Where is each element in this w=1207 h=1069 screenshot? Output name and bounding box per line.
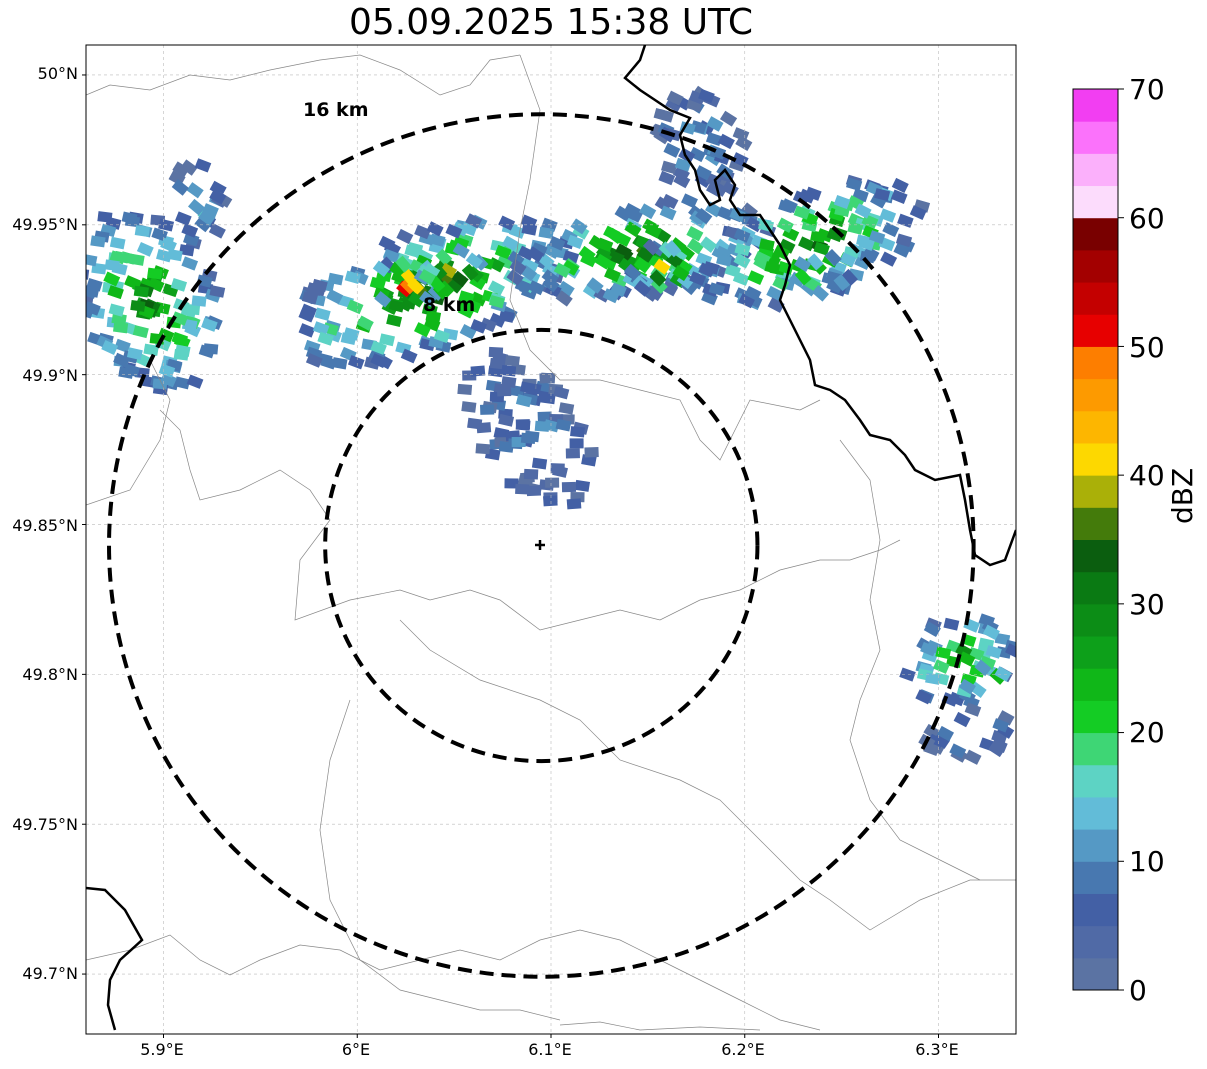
admin-border bbox=[86, 929, 821, 1031]
echo-cell bbox=[86, 211, 226, 396]
colorbar-segment bbox=[1073, 442, 1118, 476]
colorbar-segment bbox=[1073, 507, 1118, 540]
admin-border bbox=[559, 1021, 761, 1031]
range-ring-8km bbox=[323, 327, 760, 764]
colorbar-tick-label: 50 bbox=[1129, 331, 1165, 364]
echo-cell bbox=[168, 158, 233, 239]
colorbar-segment bbox=[1073, 89, 1118, 122]
border-lines bbox=[86, 45, 1016, 1031]
colorbar-tick-label: 70 bbox=[1129, 73, 1165, 106]
lat-label: 49.75°N bbox=[12, 815, 78, 834]
colorbar-segment bbox=[1073, 282, 1118, 315]
lon-label: 6.3°E bbox=[915, 1040, 959, 1059]
colorbar-tick-label: 40 bbox=[1129, 459, 1165, 492]
colorbar-tick-label: 10 bbox=[1129, 845, 1165, 878]
lon-label: 6.2°E bbox=[721, 1040, 765, 1059]
colorbar bbox=[1072, 88, 1124, 991]
lat-label: 49.7°N bbox=[22, 964, 78, 983]
colorbar-segment bbox=[1073, 925, 1118, 959]
radar-site-marker bbox=[535, 540, 545, 550]
range-label-8km: 8 km bbox=[423, 294, 476, 316]
colorbar-tick-label: 20 bbox=[1129, 716, 1165, 749]
colorbar-segment bbox=[1073, 796, 1118, 830]
colorbar-segment bbox=[1073, 217, 1118, 251]
national-border bbox=[86, 886, 144, 1031]
lat-label: 49.85°N bbox=[12, 516, 78, 535]
colorbar-segment bbox=[1073, 829, 1118, 862]
colorbar-segment bbox=[1073, 121, 1118, 154]
colorbar-segment bbox=[1073, 732, 1118, 766]
gridlines bbox=[86, 45, 1016, 1034]
colorbar-tick-label: 30 bbox=[1129, 588, 1165, 621]
echo-cell bbox=[958, 659, 1012, 698]
range-ring-16km bbox=[107, 112, 976, 979]
admin-border bbox=[159, 409, 901, 631]
echo-cell bbox=[457, 346, 599, 510]
map-title: 05.09.2025 15:38 UTC bbox=[348, 2, 754, 43]
national-border bbox=[623, 45, 1016, 567]
lat-tick-marks bbox=[82, 74, 86, 975]
colorbar-segment bbox=[1073, 764, 1118, 798]
colorbar-segment bbox=[1073, 185, 1118, 219]
lon-label: 5.9°E bbox=[140, 1040, 184, 1059]
colorbar-segment bbox=[1073, 603, 1118, 637]
colorbar-tick-label: 60 bbox=[1129, 202, 1165, 235]
admin-border bbox=[86, 54, 521, 96]
colorbar-tick-label: 0 bbox=[1129, 974, 1147, 1007]
admin-border bbox=[319, 699, 561, 1021]
lat-label: 49.95°N bbox=[12, 215, 78, 234]
colorbar-segment bbox=[1073, 249, 1118, 283]
reflectivity-echoes bbox=[86, 85, 1016, 765]
echo-cell bbox=[649, 85, 753, 198]
lon-tick-marks bbox=[163, 1034, 939, 1038]
lat-label: 50°N bbox=[37, 64, 78, 83]
colorbar-title: dBZ bbox=[1166, 467, 1199, 524]
colorbar-segment bbox=[1073, 861, 1118, 894]
colorbar-segment bbox=[1073, 346, 1118, 380]
lon-label: 6°E bbox=[341, 1040, 371, 1059]
range-rings bbox=[107, 112, 976, 979]
lat-label: 49.8°N bbox=[22, 665, 78, 684]
colorbar-frame bbox=[1072, 88, 1119, 991]
colorbar-segment bbox=[1073, 539, 1118, 573]
lat-label: 49.9°N bbox=[22, 366, 78, 385]
colorbar-segment bbox=[1073, 475, 1118, 508]
range-label-16km: 16 km bbox=[303, 99, 369, 121]
colorbar-segment bbox=[1073, 314, 1118, 347]
admin-border bbox=[509, 54, 821, 461]
echo-cell bbox=[918, 702, 1015, 765]
admin-border bbox=[399, 619, 1016, 931]
colorbar-segment bbox=[1073, 571, 1118, 605]
echo-cell bbox=[413, 242, 489, 302]
colorbar-segment bbox=[1073, 700, 1118, 734]
colorbar-segment bbox=[1073, 893, 1118, 927]
echo-cell bbox=[788, 248, 858, 302]
colorbar-segment bbox=[1073, 153, 1118, 187]
colorbar-segment bbox=[1073, 378, 1118, 412]
lon-label: 6.1°E bbox=[528, 1040, 572, 1059]
colorbar-segment bbox=[1073, 636, 1118, 669]
colorbar-segment bbox=[1073, 668, 1118, 701]
admin-border bbox=[839, 439, 981, 881]
admin-border bbox=[86, 359, 171, 506]
colorbar-segment bbox=[1073, 957, 1118, 991]
colorbar-segment bbox=[1073, 410, 1118, 444]
